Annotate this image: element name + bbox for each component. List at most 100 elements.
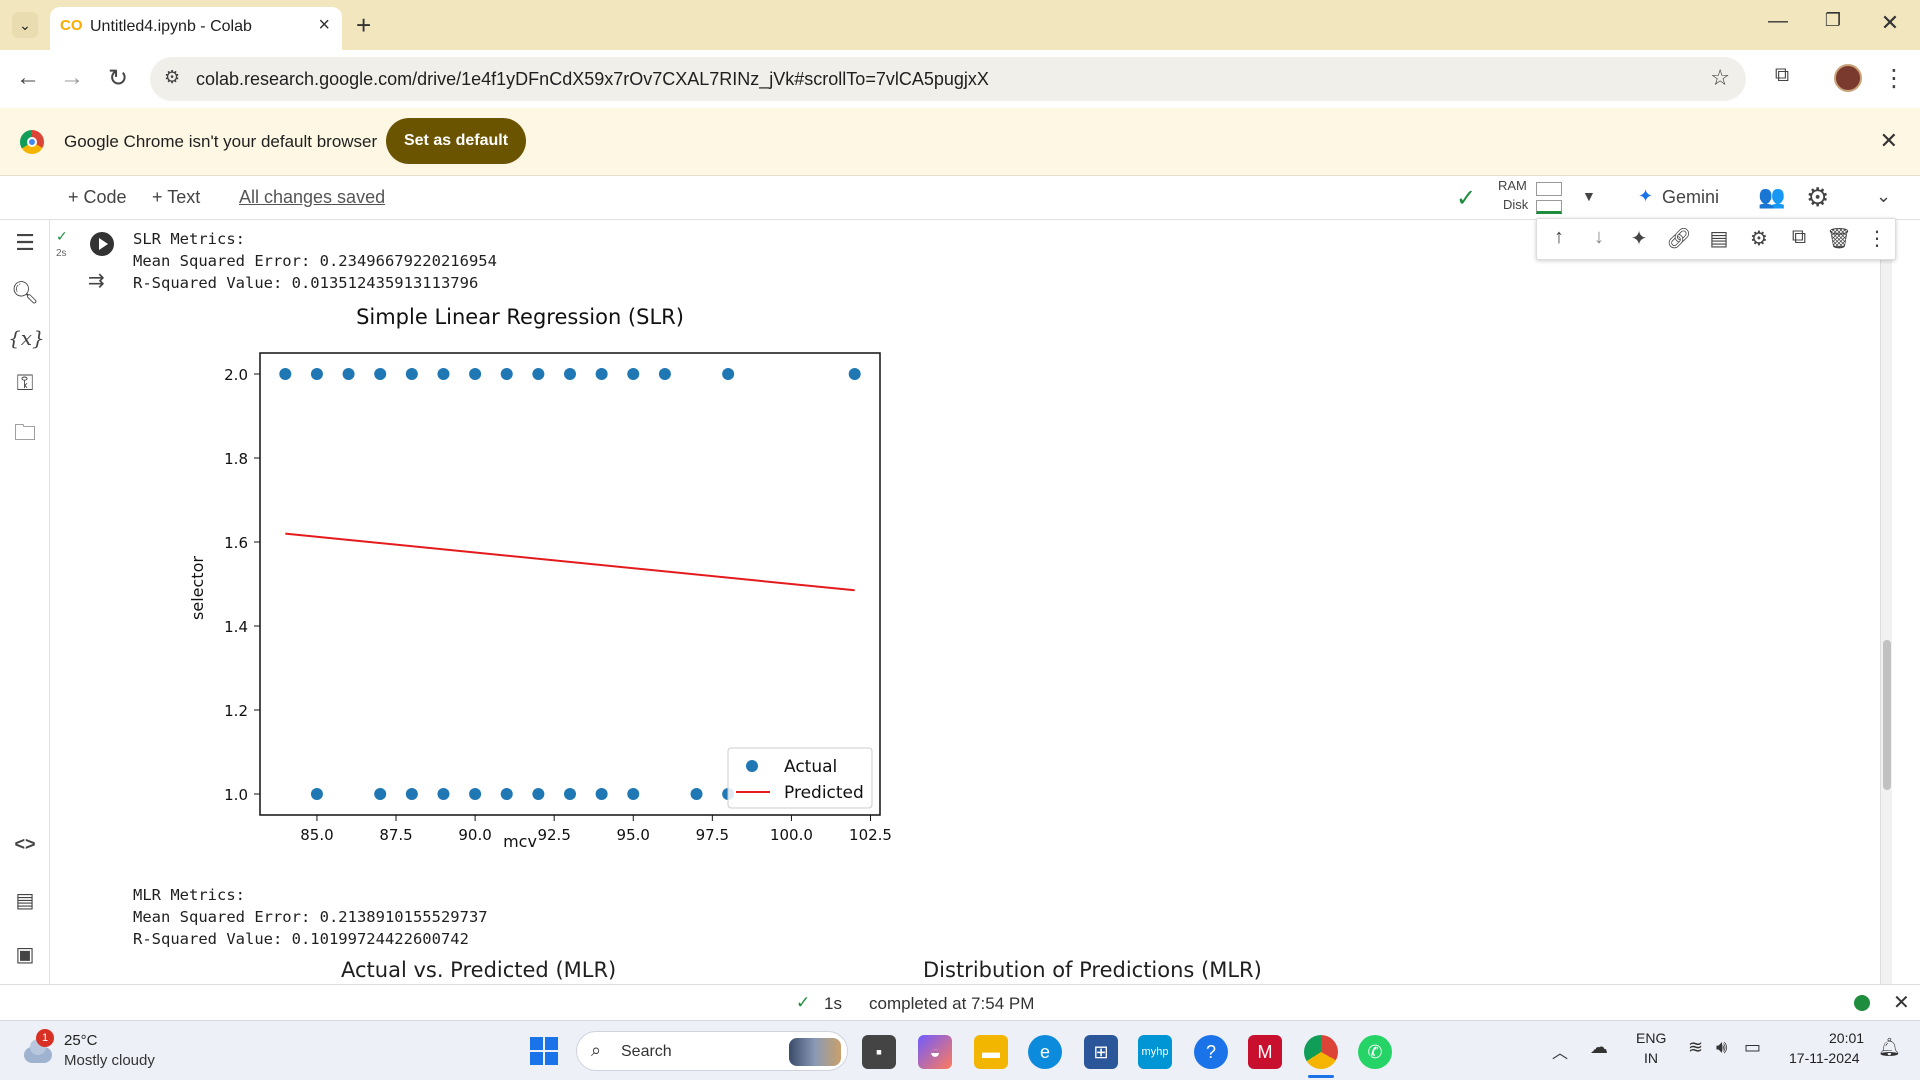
microsoft-store-icon[interactable]: ⊞ — [1084, 1035, 1118, 1069]
command-palette-icon[interactable]: ▤ — [15, 890, 35, 912]
search-highlight-image — [789, 1038, 841, 1066]
secrets-key-icon[interactable]: ⚿ — [16, 370, 34, 395]
clock-time[interactable]: 20:01 — [1829, 1030, 1865, 1046]
notebook-scrollbar[interactable] — [1880, 220, 1892, 984]
mcafee-icon[interactable]: M — [1248, 1035, 1282, 1069]
extensions-icon[interactable]: ⧉ — [1774, 64, 1790, 86]
gemini-cell-icon[interactable]: ✦ — [1630, 228, 1648, 250]
disk-meter[interactable] — [1536, 200, 1562, 214]
status-close-icon[interactable]: ✕ — [1893, 992, 1910, 1014]
actual-point — [469, 368, 482, 380]
onedrive-icon[interactable]: ☁ — [1590, 1037, 1608, 1057]
wifi-icon[interactable]: ≋ — [1688, 1037, 1704, 1057]
comment-icon[interactable]: ▤ — [1709, 228, 1729, 250]
actual-point — [564, 788, 576, 800]
mlr-r2-line: R-Squared Value: 0.10199724422600742 — [133, 930, 469, 948]
x-tick-label: 90.0 — [458, 826, 491, 844]
edge-browser-icon[interactable]: e — [1028, 1035, 1062, 1069]
colab-toolbar: + Code + Text All changes saved ✓ RAM Di… — [0, 176, 1920, 220]
save-status[interactable]: All changes saved — [239, 187, 386, 207]
output-toggle-icon[interactable]: ⇉ — [88, 270, 105, 292]
x-tick-label: 85.0 — [300, 826, 333, 844]
collapse-header-icon[interactable]: ⌄ — [1876, 186, 1892, 206]
task-view-icon[interactable]: ▪ — [862, 1035, 896, 1069]
x-tick-label: 97.5 — [696, 826, 729, 844]
share-people-icon[interactable]: 👥 — [1758, 184, 1786, 209]
clock-date[interactable]: 17-11-2024 — [1789, 1050, 1860, 1066]
taskbar-search-box[interactable]: ⌕ Search — [576, 1031, 848, 1071]
myhp-icon[interactable]: myhp — [1138, 1035, 1172, 1069]
battery-icon[interactable]: ▭ — [1744, 1037, 1762, 1057]
table-of-contents-icon[interactable]: ☰ — [15, 230, 35, 255]
lang-line1[interactable]: ENG — [1636, 1030, 1667, 1046]
cell-more-icon[interactable]: ⋮ — [1867, 228, 1887, 250]
add-code-button[interactable]: + Code — [68, 187, 127, 207]
file-explorer-icon[interactable]: ▬ — [974, 1035, 1008, 1069]
runtime-status-dot[interactable] — [1854, 995, 1870, 1011]
legend-predicted-label: Predicted — [784, 783, 864, 803]
lang-line2[interactable]: IN — [1644, 1050, 1658, 1066]
volume-icon[interactable]: 🔊︎ — [1716, 1037, 1728, 1057]
chrome-taskbar-icon[interactable] — [1304, 1035, 1338, 1069]
actual-point — [848, 368, 861, 380]
delete-cell-icon[interactable]: 🗑︎ — [1826, 228, 1852, 250]
status-completed[interactable]: completed at 7:54 PM — [869, 994, 1035, 1013]
url-text[interactable]: colab.research.google.com/drive/1e4f1yDF… — [196, 69, 989, 89]
profile-avatar[interactable] — [1834, 64, 1862, 92]
search-icon[interactable]: 🔍︎ — [11, 280, 39, 305]
set-default-button[interactable]: Set as default — [386, 118, 526, 164]
mirror-cell-icon[interactable]: ⧉ — [1791, 226, 1807, 248]
ram-meter[interactable] — [1536, 182, 1562, 196]
minimize-icon[interactable]: — — [1768, 10, 1788, 32]
notebook-area: ✓ 2s ⇉ SLR Metrics: Mean Squared Error: … — [50, 220, 1920, 984]
plot-frame — [259, 352, 881, 816]
scrollbar-thumb[interactable] — [1883, 640, 1891, 790]
y-tick-label: 1.0 — [224, 786, 248, 804]
gemini-button[interactable]: Gemini — [1662, 187, 1720, 207]
runtime-dropdown-icon[interactable]: ▼ — [1582, 188, 1596, 204]
new-tab-button[interactable]: + — [356, 10, 372, 40]
copilot-icon[interactable]: ◒ — [918, 1035, 952, 1069]
chrome-menu-icon[interactable]: ⋮ — [1882, 65, 1906, 92]
infobar-close-icon[interactable]: ✕ — [1879, 128, 1898, 153]
link-cell-icon[interactable]: 🔗︎ — [1666, 228, 1692, 250]
legend-actual-marker — [746, 760, 758, 772]
windows-start-icon[interactable] — [530, 1037, 558, 1065]
files-folder-icon[interactable]: 🗀 — [13, 420, 36, 445]
back-icon[interactable]: ← — [16, 64, 40, 91]
terminal-icon[interactable]: ▣ — [15, 944, 35, 966]
tab-close-icon[interactable]: × — [318, 14, 330, 36]
add-text-button[interactable]: + Text — [152, 187, 201, 207]
notification-bell-icon[interactable]: 🔔︎ — [1878, 1037, 1901, 1057]
mlr-scatter-title: Actual vs. Predicted (MLR) — [341, 958, 617, 982]
window-close-icon[interactable]: ✕ — [1880, 10, 1900, 35]
default-browser-infobar: Google Chrome isn't your default browser… — [0, 108, 1920, 176]
restore-icon[interactable]: ❐ — [1824, 10, 1842, 30]
move-cell-down-icon[interactable]: ↓ — [1594, 226, 1604, 248]
browser-tab[interactable]: CO Untitled4.ipynb - Colab × — [50, 7, 342, 50]
run-cell-button[interactable] — [90, 232, 114, 256]
site-info-icon[interactable]: ⚙ — [164, 67, 181, 87]
cell-toolbar: ↑ ↓ ✦ 🔗︎ ▤ ⚙ ⧉ 🗑︎ ⋮ — [1536, 218, 1896, 260]
tips-help-icon[interactable]: ? — [1194, 1035, 1228, 1069]
weather-cloud-icon[interactable]: 1 — [20, 1029, 56, 1065]
slr-metrics-output: SLR Metrics: Mean Squared Error: 0.23496… — [133, 228, 497, 294]
cell-settings-icon[interactable]: ⚙ — [1750, 228, 1768, 250]
tab-search-chevron-icon[interactable]: ⌄ — [12, 12, 38, 38]
bookmark-star-icon[interactable]: ☆ — [1710, 65, 1730, 90]
tray-chevron-icon[interactable]: ︿ — [1552, 1045, 1569, 1062]
forward-icon[interactable]: → — [60, 64, 84, 91]
ram-label: RAM — [1498, 178, 1527, 193]
address-bar[interactable]: ⚙ colab.research.google.com/drive/1e4f1y… — [150, 57, 1746, 101]
variables-icon[interactable]: {x} — [8, 326, 45, 350]
actual-point — [374, 788, 387, 800]
code-snippets-icon[interactable]: <> — [14, 834, 36, 854]
actual-point — [722, 368, 735, 380]
actual-point — [342, 368, 355, 380]
whatsapp-icon[interactable]: ✆ — [1358, 1035, 1392, 1069]
x-tick-label: 87.5 — [379, 826, 412, 844]
reload-icon[interactable]: ↻ — [107, 65, 129, 92]
actual-point — [310, 368, 323, 380]
move-cell-up-icon[interactable]: ↑ — [1554, 226, 1564, 248]
settings-gear-icon[interactable]: ⚙ — [1806, 182, 1830, 212]
